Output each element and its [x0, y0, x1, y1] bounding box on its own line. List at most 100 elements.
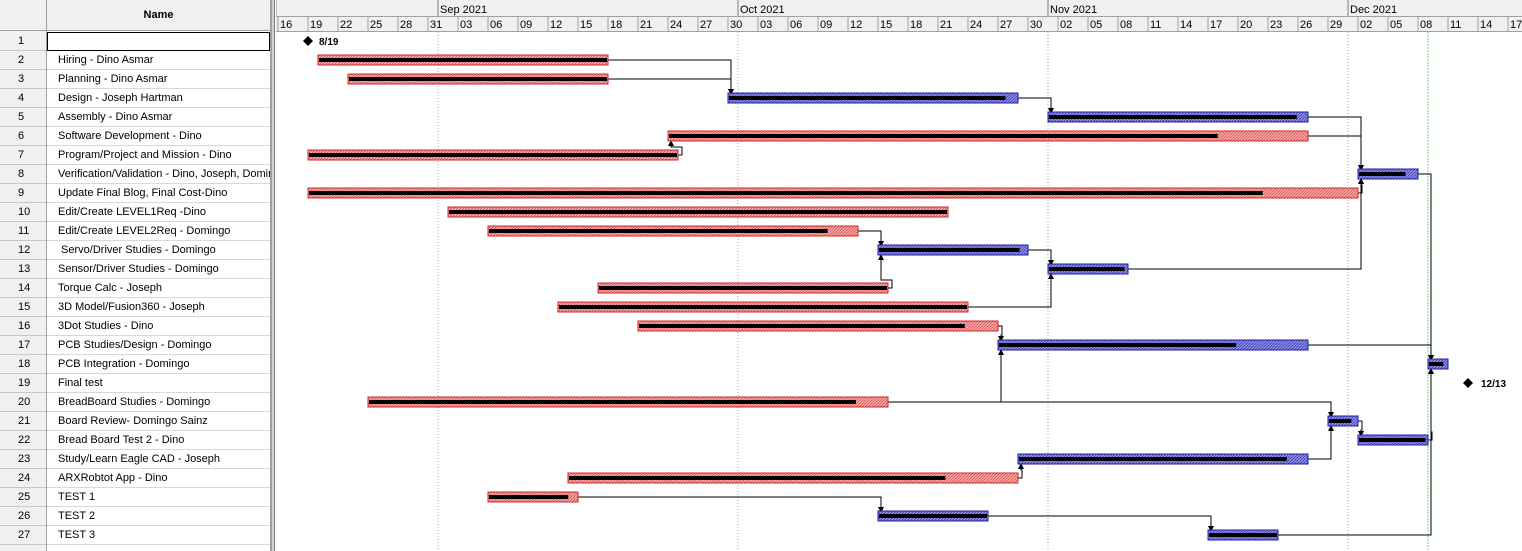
- month-label: Nov 2021: [1050, 4, 1097, 16]
- row-number[interactable]: 12: [0, 241, 46, 260]
- task-name-cell[interactable]: Final test: [47, 374, 270, 393]
- day-label: 15: [880, 19, 892, 31]
- task-progress-bar: [1359, 172, 1406, 176]
- row-number[interactable]: 21: [0, 412, 46, 431]
- day-label: 27: [1000, 19, 1012, 31]
- row-number[interactable]: 1: [0, 32, 46, 51]
- task-progress-bar: [599, 286, 887, 290]
- row-number[interactable]: 19: [0, 374, 46, 393]
- dependency-link: [998, 325, 1004, 342]
- row-number[interactable]: 4: [0, 89, 46, 108]
- task-name-column: Name: [47, 0, 271, 551]
- row-number[interactable]: 7: [0, 146, 46, 165]
- task-progress-bar: [449, 210, 947, 214]
- task-name-cell[interactable]: Program/Project and Mission - Dino: [47, 146, 270, 165]
- row-number[interactable]: 3: [0, 70, 46, 89]
- dependency-link: [888, 401, 1334, 418]
- day-label: 05: [1390, 19, 1402, 31]
- task-progress-bar: [879, 248, 1020, 252]
- task-name-cell[interactable]: ARXRobtot App - Dino: [47, 469, 270, 488]
- day-label: 18: [910, 19, 922, 31]
- task-name-cell[interactable]: Design - Joseph Hartman: [47, 89, 270, 108]
- task-name-cell[interactable]: TEST 3: [47, 526, 270, 545]
- row-number[interactable]: 18: [0, 355, 46, 374]
- task-name-cell[interactable]: Board Review- Domingo Sainz: [47, 412, 270, 431]
- row-number[interactable]: 9: [0, 184, 46, 203]
- day-label: 25: [370, 19, 382, 31]
- task-name-cell[interactable]: Planning - Dino Asmar: [47, 70, 270, 89]
- day-label: 05: [1090, 19, 1102, 31]
- day-label: 29: [1330, 19, 1342, 31]
- day-label: 23: [1270, 19, 1282, 31]
- dependency-link: [1018, 97, 1054, 114]
- row-number[interactable]: 15: [0, 298, 46, 317]
- dependency-link: [1018, 463, 1024, 479]
- task-name-cell[interactable]: Edit/Create LEVEL1Req -Dino: [47, 203, 270, 222]
- day-label: 17: [1210, 19, 1222, 31]
- task-name-cell[interactable]: 3D Model/Fusion360 - Joseph: [47, 298, 270, 317]
- row-number[interactable]: 2: [0, 51, 46, 70]
- task-name-cell[interactable]: Update Final Blog, Final Cost-Dino: [47, 184, 270, 203]
- dependency-link: [888, 349, 1004, 403]
- task-name-cell-selected[interactable]: [47, 32, 270, 51]
- task-name-cell[interactable]: PCB Studies/Design - Domingo: [47, 336, 270, 355]
- month-label: Sep 2021: [440, 4, 487, 16]
- task-name-cell[interactable]: Torque Calc - Joseph: [47, 279, 270, 298]
- task-name-cell[interactable]: PCB Integration - Domingo: [47, 355, 270, 374]
- task-progress-bar: [999, 343, 1237, 347]
- row-number[interactable]: 17: [0, 336, 46, 355]
- day-label: 20: [1240, 19, 1252, 31]
- task-name-cell[interactable]: Study/Learn Eagle CAD - Joseph: [47, 450, 270, 469]
- day-label: 16: [280, 19, 292, 31]
- gantt-chart-pane[interactable]: Sep 2021 Oct 2021 Nov 2021 Dec 2021 16 19 22 25…: [276, 0, 1522, 551]
- day-label: 08: [1120, 19, 1132, 31]
- dependency-link: [988, 515, 1214, 532]
- task-progress-bar: [1209, 533, 1277, 537]
- row-number[interactable]: 20: [0, 393, 46, 412]
- name-column-header[interactable]: Name: [47, 0, 270, 31]
- dependency-link: [1308, 344, 1434, 361]
- row-number[interactable]: 5: [0, 108, 46, 127]
- dependency-link: [1358, 420, 1364, 437]
- task-progress-bar: [369, 400, 856, 404]
- task-progress-bar: [309, 153, 677, 157]
- row-number[interactable]: 24: [0, 469, 46, 488]
- day-label: 31: [430, 19, 442, 31]
- task-name-cell[interactable]: Edit/Create LEVEL2Req - Domingo: [47, 222, 270, 241]
- task-name-cell[interactable]: Assembly - Dino Asmar: [47, 108, 270, 127]
- dependency-link: [1128, 178, 1364, 270]
- row-number[interactable]: 22: [0, 431, 46, 450]
- row-number[interactable]: 16: [0, 317, 46, 336]
- row-number[interactable]: 26: [0, 507, 46, 526]
- row-number[interactable]: 25: [0, 488, 46, 507]
- dependency-link: [878, 254, 893, 289]
- dependency-link: [578, 496, 884, 513]
- pane-splitter[interactable]: [271, 0, 275, 551]
- row-number[interactable]: 23: [0, 450, 46, 469]
- row-number[interactable]: 10: [0, 203, 46, 222]
- row-number[interactable]: 11: [0, 222, 46, 241]
- task-progress-bar: [639, 324, 965, 328]
- dependency-link: [1308, 425, 1334, 460]
- task-name-cell[interactable]: Verification/Validation - Dino, Joseph, …: [47, 165, 270, 184]
- task-progress-bar: [349, 77, 607, 81]
- row-number[interactable]: 13: [0, 260, 46, 279]
- row-number[interactable]: 14: [0, 279, 46, 298]
- task-name-cell[interactable]: BreadBoard Studies - Domingo: [47, 393, 270, 412]
- task-name-cell[interactable]: Sensor/Driver Studies - Domingo: [47, 260, 270, 279]
- task-name-cell[interactable]: TEST 2: [47, 507, 270, 526]
- task-name-cell[interactable]: 3Dot Studies - Dino: [47, 317, 270, 336]
- task-name-cell[interactable]: Servo/Driver Studies - Domingo: [47, 241, 270, 260]
- row-number[interactable]: 27: [0, 526, 46, 545]
- task-name-cell[interactable]: Hiring - Dino Asmar: [47, 51, 270, 70]
- gantt-chart: Sep 2021 Oct 2021 Nov 2021 Dec 2021 16 19 22 25…: [276, 0, 1522, 551]
- task-name-cell[interactable]: TEST 1: [47, 488, 270, 507]
- select-all-corner[interactable]: [0, 0, 46, 31]
- task-name-cell[interactable]: Bread Board Test 2 - Dino: [47, 431, 270, 450]
- day-label: 27: [700, 19, 712, 31]
- milestone-label: 8/19: [319, 37, 339, 48]
- day-label: 26: [1300, 19, 1312, 31]
- task-name-cell[interactable]: Software Development - Dino: [47, 127, 270, 146]
- row-number[interactable]: 6: [0, 127, 46, 146]
- row-number[interactable]: 8: [0, 165, 46, 184]
